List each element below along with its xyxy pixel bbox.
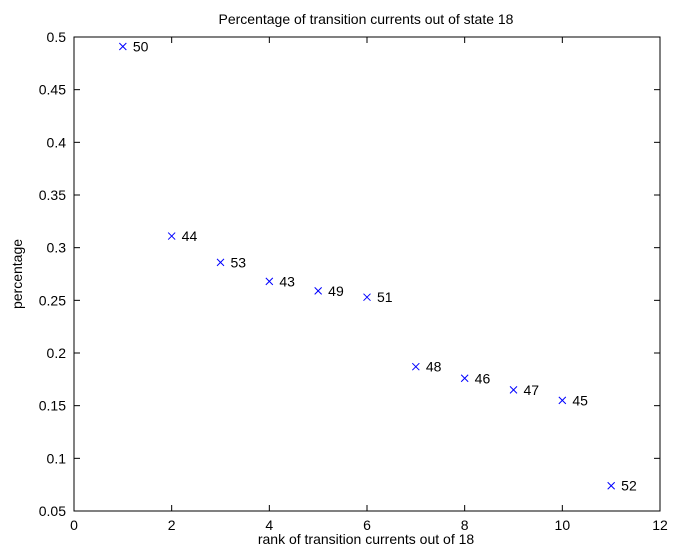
x-marker-stroke <box>265 277 274 286</box>
y-axis-label: percentage <box>9 239 25 309</box>
x-marker-stroke <box>558 396 567 405</box>
x-marker-stroke <box>363 293 371 302</box>
x-tick-label: 6 <box>363 517 371 533</box>
x-axis-label: rank of transition currents out of 18 <box>258 531 475 547</box>
chart-title: Percentage of transition currents out of… <box>219 11 514 27</box>
y-tick-label: 0.25 <box>39 292 66 308</box>
data-point <box>558 396 567 405</box>
x-marker-stroke <box>607 481 616 490</box>
point-label: 45 <box>572 392 588 408</box>
data-point <box>460 374 469 383</box>
x-marker-stroke <box>411 362 420 371</box>
y-tick-label: 0.5 <box>47 29 67 45</box>
x-marker-stroke <box>460 374 469 383</box>
point-label: 48 <box>426 359 442 375</box>
x-marker-stroke <box>216 258 225 267</box>
x-tick-label: 12 <box>652 517 668 533</box>
data-points: 50 44 53 43 49 51 48 46 47 45 52 <box>118 38 637 494</box>
data-point <box>216 258 225 267</box>
data-point <box>509 386 518 394</box>
x-marker-stroke <box>167 232 176 240</box>
data-point <box>265 277 274 286</box>
point-label: 43 <box>279 273 295 289</box>
point-label: 44 <box>182 228 198 244</box>
point-label: 46 <box>475 370 491 386</box>
x-tick-label: 8 <box>461 517 469 533</box>
x-tick-label: 0 <box>70 517 78 533</box>
y-tick-label: 0.35 <box>39 187 66 203</box>
y-tick-label: 0.4 <box>47 134 67 150</box>
data-point <box>607 481 616 490</box>
point-label: 50 <box>133 38 149 54</box>
data-point <box>314 286 323 295</box>
point-label: 51 <box>377 289 393 305</box>
point-label: 52 <box>621 478 637 494</box>
y-tick-label: 0.45 <box>39 82 66 98</box>
x-marker-stroke <box>118 42 127 51</box>
x-marker-stroke <box>314 286 323 295</box>
point-label: 47 <box>524 382 540 398</box>
data-point <box>167 232 176 240</box>
x-tick-label: 4 <box>265 517 273 533</box>
y-tick-label: 0.15 <box>39 398 66 414</box>
y-tick-label: 0.2 <box>47 345 67 361</box>
point-label: 49 <box>328 283 344 299</box>
y-tick-label: 0.05 <box>39 503 66 519</box>
y-axis: 0.05 0.1 0.15 0.2 0.25 0.3 0.35 0.4 0.45 0.5 <box>39 29 660 519</box>
data-point <box>363 293 371 302</box>
x-tick-label: 2 <box>168 517 176 533</box>
x-tick-label: 10 <box>555 517 571 533</box>
y-tick-label: 0.1 <box>47 450 67 466</box>
point-label: 53 <box>231 254 247 270</box>
x-axis: 0 2 4 6 8 10 12 <box>70 37 668 533</box>
plot-area-frame <box>73 36 661 512</box>
data-point <box>411 362 420 371</box>
data-point <box>118 42 127 51</box>
x-marker-stroke <box>509 386 518 394</box>
y-tick-label: 0.3 <box>47 240 67 256</box>
